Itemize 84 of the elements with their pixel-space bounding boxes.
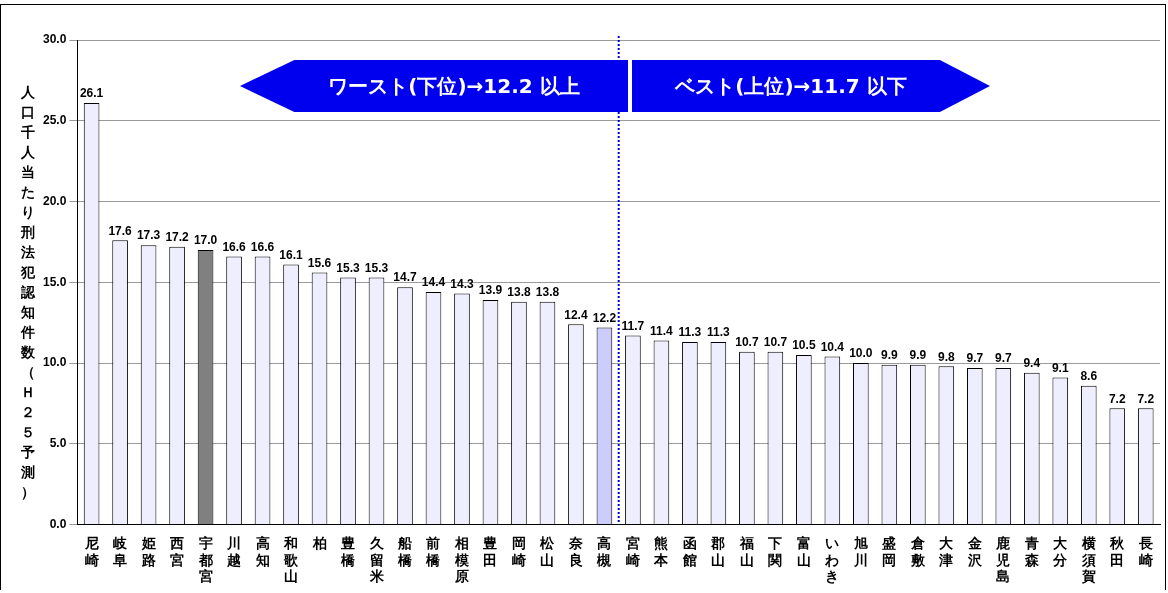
x-tick-label: 川越 (226, 534, 242, 568)
x-tick-label: 姫路 (140, 534, 156, 568)
x-tick-label: 秋田 (1109, 534, 1126, 568)
x-tick-label: 大分 (1052, 534, 1069, 568)
data-label: 13.9 (478, 283, 503, 298)
x-tick-label: 前橋 (425, 534, 442, 568)
data-label: 17.2 (165, 230, 190, 245)
x-tick-label: 下関 (767, 534, 783, 568)
data-label: 12.2 (592, 310, 617, 325)
x-tick-label: 松山 (539, 534, 556, 568)
data-label: 14.4 (421, 275, 446, 290)
data-label: 8.6 (1080, 368, 1098, 383)
text: 人口千人当たり刑法犯認知件数（Ｈ２５予測） (21, 84, 35, 500)
data-label: 15.6 (307, 255, 332, 270)
data-label: 9.9 (881, 347, 898, 362)
data-label: 16.1 (279, 247, 304, 262)
x-tick-label: 長崎 (1137, 534, 1153, 568)
x-tick-label: 青森 (1023, 534, 1040, 568)
x-tick-label: 盛岡 (881, 534, 897, 568)
data-label: 11.3 (707, 325, 731, 340)
x-tick-label: 和歌山 (283, 534, 300, 585)
y-tick-label: 25.0 (43, 113, 67, 128)
data-label: 10.7 (763, 335, 788, 350)
data-label: 9.4 (1023, 356, 1041, 371)
y-tick-label: 5.0 (49, 436, 67, 451)
data-label: 9.9 (909, 347, 927, 362)
data-label: 12.4 (564, 307, 588, 322)
data-label: 17.0 (193, 233, 218, 248)
data-label: 10.7 (735, 335, 759, 350)
data-label: 26.1 (79, 86, 104, 101)
x-tick-label: 柏 (311, 534, 327, 551)
data-label: 13.8 (535, 285, 560, 299)
data-label: 17.3 (136, 228, 161, 243)
x-tick-label: 豊田 (482, 534, 498, 568)
data-label: 9.7 (994, 351, 1012, 366)
x-tick-label: 船橋 (397, 534, 413, 568)
x-tick-label: 宮崎 (625, 534, 640, 568)
y-tick-label: 0.0 (49, 516, 67, 531)
x-tick-label: 岡崎 (511, 534, 526, 568)
data-label: 11.7 (621, 318, 645, 333)
x-tick-label: 宇都宮 (197, 534, 213, 585)
y-tick-label: 20.0 (43, 193, 67, 208)
x-tick-label: 鹿児島 (995, 534, 1011, 585)
x-tick-label: 大津 (938, 534, 955, 568)
data-label: 16.6 (250, 239, 275, 254)
x-tick-label: 金沢 (966, 534, 983, 568)
x-tick-label: 旭川 (852, 534, 868, 568)
data-label: 10.0 (849, 346, 873, 361)
data-label: 17.6 (108, 223, 133, 238)
x-tick-label: 岐阜 (112, 534, 129, 568)
data-label: 14.7 (393, 270, 417, 285)
data-label: 9.7 (966, 351, 984, 366)
data-label: 7.2 (1108, 391, 1126, 406)
data-label: 15.3 (364, 260, 389, 275)
data-label: 9.8 (937, 349, 955, 364)
data-label: 7.2 (1137, 391, 1155, 406)
x-tick-label: 久留米 (368, 534, 385, 585)
x-tick-label: 福山 (738, 534, 754, 568)
data-label: 10.4 (820, 339, 845, 354)
x-tick-label: いわき (824, 534, 840, 585)
x-tick-label: 熊本 (653, 534, 670, 568)
x-tick-label: 尼崎 (83, 534, 99, 568)
data-label: 14.3 (450, 276, 474, 291)
data-label: 10.5 (792, 338, 816, 353)
x-tick-label: 西宮 (169, 534, 185, 568)
x-tick-label: 富山 (796, 534, 811, 568)
data-label: 9.1 (1051, 360, 1069, 375)
data-label: 15.3 (336, 260, 361, 275)
data-label: 11.3 (678, 325, 702, 340)
data-label: 16.6 (222, 239, 247, 254)
x-tick-label: 高槻 (596, 534, 612, 568)
x-tick-label: 高知 (254, 534, 270, 568)
x-tick-label: 相模原 (453, 534, 470, 585)
x-tick-label: 横須賀 (1080, 534, 1096, 585)
x-tick-label: 倉敷 (909, 534, 926, 568)
data-label: 13.8 (507, 285, 531, 299)
y-tick-label: 15.0 (43, 274, 67, 289)
y-tick-label: 10.0 (43, 355, 67, 370)
y-tick-label: 30.0 (43, 32, 67, 47)
x-tick-label: 郡山 (710, 534, 726, 568)
x-tick-label: 函館 (681, 534, 697, 568)
data-label: 11.4 (650, 323, 674, 338)
x-tick-label: 奈良 (567, 534, 584, 568)
x-tick-label: 豊橋 (340, 534, 357, 568)
